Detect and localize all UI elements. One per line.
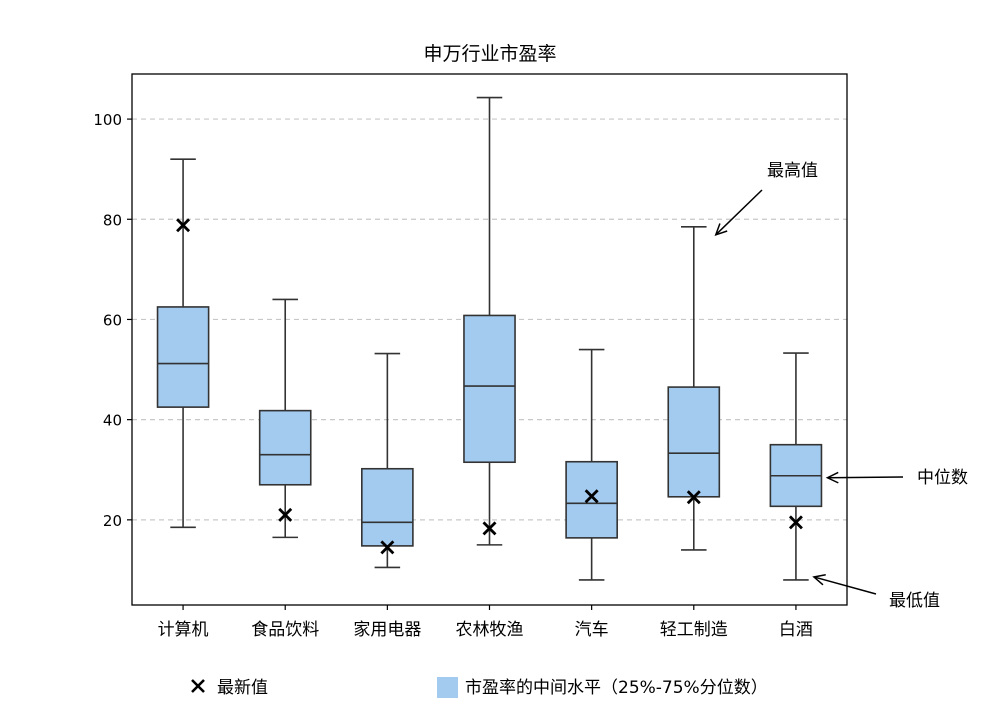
legend-latest-marker [191, 679, 205, 693]
box-家用电器 [361, 352, 414, 569]
latest-marker [176, 218, 191, 233]
legend-latest-label: 最新值 [217, 678, 268, 698]
iqr-box [156, 306, 210, 408]
boxes-layer [156, 96, 823, 581]
x-tick-label-计算机: 计算机 [158, 620, 209, 640]
box-汽车 [565, 348, 618, 581]
grid-lines [132, 118, 847, 521]
box-食品饮料 [258, 298, 312, 539]
iqr-box [463, 314, 516, 464]
x-tick-label-家用电器: 家用电器 [353, 620, 421, 640]
box-计算机 [156, 158, 210, 529]
annotation-min-label: 最低值 [889, 591, 940, 611]
annotation-max-arrow-shaft [715, 189, 763, 236]
latest-marker [788, 515, 803, 530]
chart-title: 申万行业市盈率 [423, 43, 556, 65]
annotation-max-arrow-head [714, 223, 728, 236]
iqr-box [361, 467, 414, 547]
x-tick-label-汽车: 汽车 [575, 620, 609, 640]
box-农林牧渔 [463, 96, 516, 546]
x-tick-label-食品饮料: 食品饮料 [251, 620, 319, 640]
latest-marker [584, 489, 599, 504]
x-tick-label-白酒: 白酒 [779, 620, 813, 640]
legend: 最新值 市盈率的中间水平（25%-75%分位数） [191, 677, 768, 698]
annotation-median-arrow-head [825, 471, 839, 484]
latest-marker-stroke [686, 490, 701, 505]
iqr-box [667, 386, 721, 498]
iqr-box [258, 409, 312, 486]
latest-marker-stroke [176, 218, 191, 233]
annotation-max-arrow [714, 189, 763, 236]
annotation-median-arrow-shaft [827, 476, 904, 479]
annotation-min-arrow-head [812, 574, 826, 586]
annotations-layer: 最高值 中位数 最低值 [714, 161, 968, 611]
y-tick-label-100: 100 [93, 111, 122, 129]
annotation-min-arrow [812, 574, 877, 595]
x-tick-label-农林牧渔: 农林牧渔 [456, 620, 524, 640]
x-axis: 计算机 食品饮料 家用电器 农林牧渔 汽车 轻工制造 白酒 [158, 605, 813, 640]
box-白酒 [769, 352, 823, 581]
latest-marker-stroke [278, 507, 293, 522]
latest-marker-stroke [584, 489, 599, 504]
latest-marker [686, 490, 701, 505]
x-tick-label-轻工制造: 轻工制造 [660, 620, 728, 640]
y-tick-label-20: 20 [103, 512, 122, 530]
iqr-box [565, 460, 618, 539]
y-tick-label-80: 80 [103, 211, 122, 229]
latest-marker [482, 521, 497, 536]
latest-marker-stroke [788, 515, 803, 530]
y-tick-label-60: 60 [103, 311, 122, 329]
latest-marker [380, 540, 395, 555]
y-axis: 20 40 60 80 100 [93, 111, 132, 530]
annotation-median-label: 中位数 [917, 468, 968, 488]
legend-box-label: 市盈率的中间水平（25%-75%分位数） [465, 678, 768, 698]
y-tick-label-40: 40 [103, 412, 122, 430]
annotation-median-arrow [825, 471, 904, 484]
legend-box-swatch [437, 677, 458, 698]
annotation-min-arrow-shaft [813, 576, 877, 595]
latest-marker [278, 507, 293, 522]
latest-marker-stroke [380, 540, 395, 555]
box-轻工制造 [667, 225, 721, 551]
latest-marker-stroke [482, 521, 497, 536]
annotation-max-label: 最高值 [767, 161, 818, 181]
